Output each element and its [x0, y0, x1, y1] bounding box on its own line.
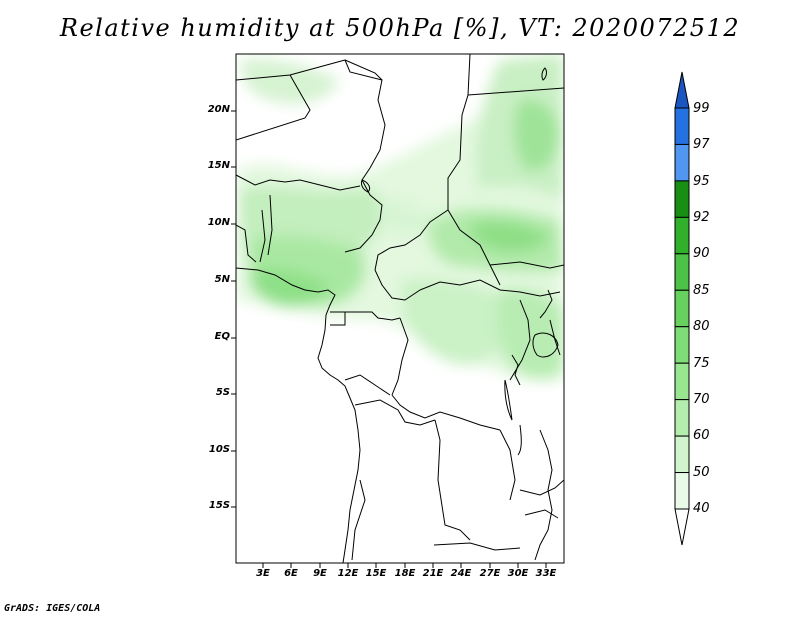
lat-label-5s: 5S — [215, 387, 230, 398]
map-frame — [235, 53, 565, 564]
coastline — [236, 267, 553, 563]
page-title: Relative humidity at 500hPa [%], VT: 202… — [59, 14, 741, 42]
colorbar-label-75: 75 — [693, 356, 710, 371]
colorbar-segment — [674, 472, 690, 510]
colorbar-segment — [674, 253, 690, 291]
colorbar-label-40: 40 — [693, 501, 710, 516]
colorbar-label-97: 97 — [693, 137, 710, 152]
lat-label-eq: EQ — [214, 331, 230, 342]
colorbar-segment — [674, 399, 690, 437]
lat-label-15s: 15S — [208, 500, 230, 511]
colorbar-segment — [674, 289, 690, 328]
lon-label-21e: 21E — [422, 568, 444, 579]
colorbar-bottom-triangle — [674, 508, 690, 546]
lon-label-6e: 6E — [284, 568, 298, 579]
lat-label-5n: 5N — [214, 274, 230, 285]
country-borders — [236, 54, 564, 561]
colorbar-segment — [674, 362, 690, 401]
colorbar-label-92: 92 — [693, 210, 710, 225]
colorbar-label-90: 90 — [693, 246, 710, 261]
colorbar — [674, 71, 690, 546]
humidity-field — [236, 54, 564, 563]
lon-label-3e: 3E — [256, 568, 270, 579]
grads-credit: GrADS: IGES/COLA — [4, 603, 101, 614]
colorbar-label-50: 50 — [693, 465, 710, 480]
lat-label-20n: 20N — [207, 104, 230, 115]
colorbar-label-60: 60 — [693, 428, 710, 443]
colorbar-segment — [674, 107, 690, 145]
lon-label-24e: 24E — [450, 568, 472, 579]
lon-label-15e: 15E — [365, 568, 387, 579]
lon-label-27e: 27E — [479, 568, 501, 579]
colorbar-label-80: 80 — [693, 319, 710, 334]
colorbar-segment — [674, 180, 690, 218]
colorbar-label-85: 85 — [693, 283, 710, 298]
lon-label-12e: 12E — [337, 568, 359, 579]
lat-tick-marks — [231, 110, 236, 508]
lon-tick-marks — [262, 563, 547, 568]
colorbar-segment — [674, 143, 690, 182]
lakes — [361, 67, 559, 456]
colorbar-label-99: 99 — [693, 101, 710, 116]
lat-label-15n: 15N — [207, 160, 230, 171]
lat-label-10n: 10N — [207, 217, 230, 228]
lon-label-33e: 33E — [535, 568, 557, 579]
colorbar-label-95: 95 — [693, 174, 710, 189]
colorbar-segment — [674, 326, 690, 364]
colorbar-segment — [674, 216, 690, 255]
lon-label-9e: 9E — [313, 568, 327, 579]
lon-label-18e: 18E — [394, 568, 416, 579]
lon-label-30e: 30E — [507, 568, 529, 579]
colorbar-label-70: 70 — [693, 392, 710, 407]
lat-label-10s: 10S — [208, 444, 230, 455]
colorbar-top-triangle — [674, 71, 690, 109]
colorbar-segment — [674, 435, 690, 474]
